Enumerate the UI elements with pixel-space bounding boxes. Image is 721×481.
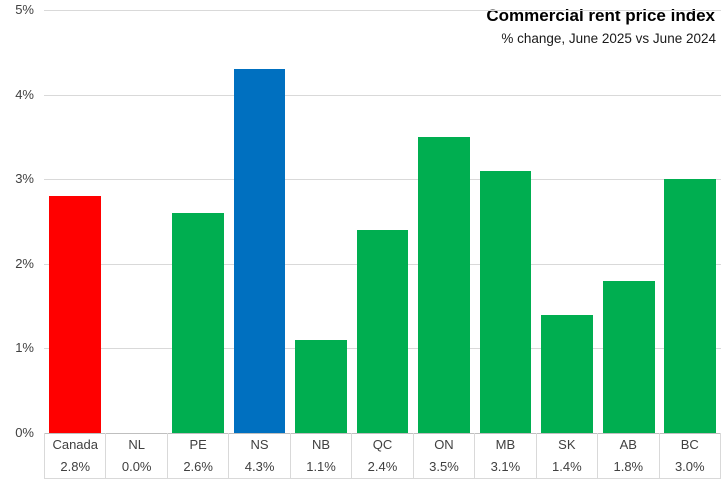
- category-name-bc: BC: [680, 437, 699, 452]
- x-label-cell-nb: NB 1.1%: [289, 433, 351, 478]
- x-label-cell-qc: QC 2.4%: [351, 433, 412, 478]
- bars-layer: [44, 10, 721, 433]
- x-axis-line: [44, 433, 721, 434]
- category-value-nb: 1.1%: [306, 459, 336, 474]
- gridline-5%: [44, 10, 721, 11]
- x-label-cell-ab: AB 1.8%: [597, 433, 658, 478]
- bar-cell-bc: [659, 10, 721, 433]
- plot-area: [44, 10, 721, 434]
- bar-ab: [602, 281, 655, 433]
- category-name-ab: AB: [619, 437, 637, 452]
- category-name-on: ON: [434, 437, 454, 452]
- y-tick-label-0%: 0%: [15, 425, 34, 440]
- category-value-canada: 2.8%: [60, 459, 91, 474]
- category-value-nl: 0.0%: [121, 459, 152, 474]
- bar-cell-mb: [475, 10, 537, 433]
- gridline-4%: [44, 94, 721, 96]
- bar-cell-qc: [352, 10, 414, 433]
- category-name-canada: Canada: [52, 437, 98, 452]
- bar-mb: [479, 171, 532, 433]
- category-name-sk: SK: [558, 437, 576, 452]
- y-tick-label-4%: 4%: [15, 86, 34, 102]
- y-tick-label-3%: 3%: [15, 171, 34, 187]
- bar-cell-sk: [536, 10, 598, 433]
- category-name-qc: QC: [372, 437, 393, 452]
- bar-cell-on: [413, 10, 475, 433]
- category-value-mb: 3.1%: [490, 459, 521, 474]
- bar-nb: [295, 340, 347, 433]
- x-label-cell-pe: PE 2.6%: [166, 433, 228, 478]
- x-label-cell-canada: Canada 2.8%: [44, 433, 105, 478]
- x-label-cell-ns: NS 4.3%: [228, 433, 289, 478]
- bar-sk: [541, 315, 593, 433]
- category-value-sk: 1.4%: [552, 459, 582, 474]
- bar-canada: [48, 196, 101, 433]
- bar-cell-ns: [229, 10, 291, 433]
- x-label-cell-bc: BC 3.0%: [658, 433, 720, 478]
- category-value-qc: 2.4%: [367, 459, 398, 474]
- x-label-cell-nl: NL 0.0%: [105, 433, 166, 478]
- bar-pe: [172, 213, 224, 433]
- x-label-cell-mb: MB 3.1%: [474, 433, 535, 478]
- bar-on: [418, 137, 470, 433]
- gridline-3%: [44, 179, 721, 181]
- bar-bc: [664, 179, 717, 433]
- x-label-cell-sk: SK 1.4%: [535, 433, 597, 478]
- bar-ns: [233, 69, 286, 433]
- bar-cell-nb: [290, 10, 352, 433]
- bar-qc: [356, 230, 409, 433]
- category-value-ns: 4.3%: [244, 459, 275, 474]
- category-value-on: 3.5%: [429, 459, 459, 474]
- category-name-nb: NB: [312, 437, 331, 452]
- category-name-mb: MB: [495, 437, 516, 452]
- chart-subtitle: % change, June 2025 vs June 2024: [501, 31, 716, 46]
- category-value-pe: 2.6%: [183, 459, 213, 474]
- x-label-cell-on: ON 3.5%: [412, 433, 474, 478]
- category-value-bc: 3.0%: [674, 459, 705, 474]
- bar-cell-ab: [598, 10, 660, 433]
- category-name-ns: NS: [250, 437, 269, 452]
- category-name-nl: NL: [128, 437, 145, 452]
- y-tick-label-2%: 2%: [15, 255, 34, 271]
- category-value-ab: 1.8%: [613, 459, 644, 474]
- category-name-pe: PE: [189, 437, 207, 452]
- y-tick-label-1%: 1%: [15, 340, 34, 356]
- bar-cell-canada: [44, 10, 106, 433]
- bar-cell-nl: [106, 10, 168, 433]
- y-tick-label-5%: 5%: [15, 2, 34, 17]
- x-axis-label-area: Canada 2.8% NL 0.0% PE 2.6% NS 4.3% NB 1.1% QC 2.4%…: [44, 433, 721, 479]
- bar-cell-pe: [167, 10, 229, 433]
